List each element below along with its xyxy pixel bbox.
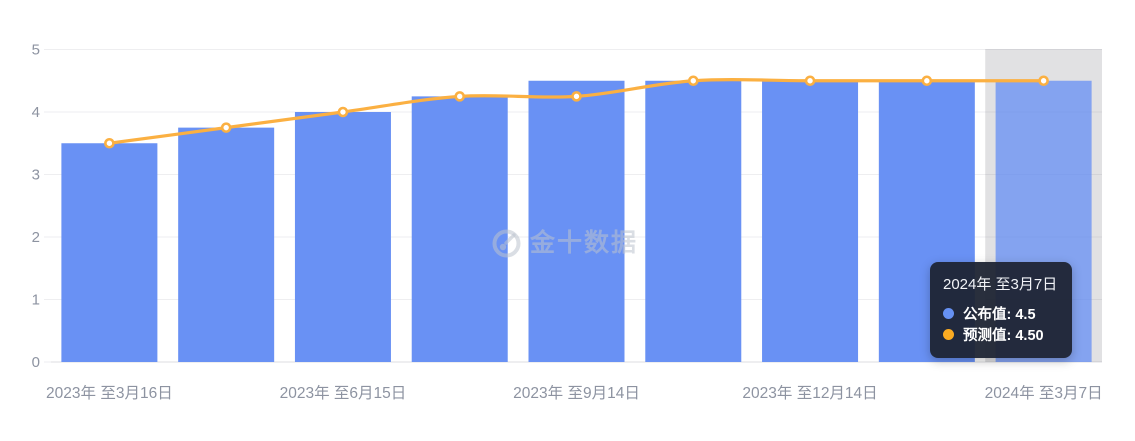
tooltip-title: 2024年 至3月7日 (943, 276, 1058, 293)
line-point-marker[interactable] (454, 91, 466, 102)
line-point-marker[interactable] (220, 122, 232, 133)
bar-公布值[interactable] (61, 143, 158, 362)
y-axis-label: 3 (32, 167, 40, 184)
line-point-marker[interactable] (104, 137, 115, 149)
line-point-marker[interactable] (687, 75, 699, 87)
line-point-marker[interactable] (571, 91, 582, 102)
bar-公布值[interactable] (411, 96, 508, 362)
x-axis-label: 2023年 至3月16日 (46, 384, 173, 402)
bar-公布值[interactable] (762, 80, 859, 362)
x-axis-label: 2023年 至12月14日 (742, 384, 877, 402)
y-axis-label: 0 (32, 354, 40, 371)
x-axis-label: 2023年 至9月14日 (513, 384, 640, 402)
x-axis-label: 2024年 至3月7日 (985, 384, 1103, 402)
line-point-marker[interactable] (1038, 75, 1049, 87)
y-axis-label: 4 (32, 104, 40, 121)
tooltip-forecast-value: 预测值: 4.50 (963, 328, 1044, 344)
tooltip-row: 预测值: 4.50 (943, 324, 1059, 345)
x-axis-label: 2023年 至6月15日 (280, 384, 407, 402)
published-series-dot-icon (943, 308, 954, 319)
line-point-marker[interactable] (804, 75, 816, 87)
bar-公布值[interactable] (528, 80, 625, 362)
tooltip-row: 公布值: 4.5 (943, 303, 1059, 324)
chart-tooltip: 2024年 至3月7日 公布值: 4.5 预测值: 4.50 (930, 262, 1072, 358)
y-axis-label: 5 (32, 42, 40, 59)
forecast-series-dot-icon (943, 329, 954, 340)
bar-公布值[interactable] (294, 112, 391, 362)
tooltip-published-value: 公布值: 4.5 (963, 307, 1036, 323)
bar-公布值[interactable] (645, 80, 742, 362)
bar-公布值[interactable] (178, 127, 275, 362)
line-point-marker[interactable] (337, 106, 349, 118)
y-axis-label: 2 (32, 229, 40, 246)
y-axis-label: 1 (32, 292, 40, 309)
line-point-marker[interactable] (921, 75, 933, 87)
